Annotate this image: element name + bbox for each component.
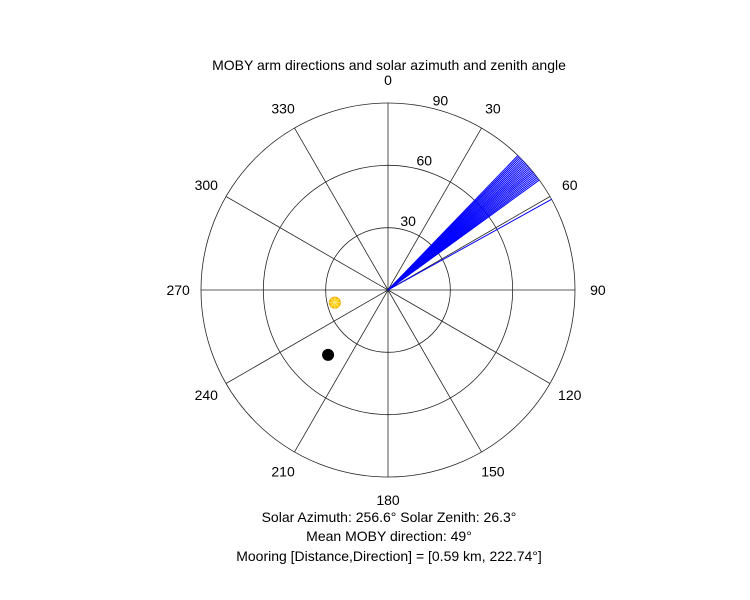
grid-spoke-60 xyxy=(387,196,551,291)
r-tick-label-30: 30 xyxy=(400,213,416,229)
theta-tick-label-120: 120 xyxy=(558,387,582,403)
grid-spoke-150 xyxy=(387,289,482,453)
reference-direction-line xyxy=(387,198,552,291)
mooring-info-text: Mooring [Distance,Direction] = [0.59 km,… xyxy=(236,548,542,564)
theta-tick-label-300: 300 xyxy=(195,177,219,193)
theta-tick-label-30: 30 xyxy=(485,100,501,116)
polar-grid xyxy=(200,102,576,478)
grid-spoke-120 xyxy=(387,289,551,384)
moby-direction-text: Mean MOBY direction: 49° xyxy=(306,528,472,544)
theta-tick-label-0: 0 xyxy=(384,72,392,88)
moby-arm-lines xyxy=(387,155,552,291)
r-tick-label-60: 60 xyxy=(416,153,432,169)
sun-marker-ray-5 xyxy=(330,298,336,303)
theta-tick-label-180: 180 xyxy=(376,492,400,508)
sun-marker-ray-7 xyxy=(334,298,340,303)
markers xyxy=(322,296,341,361)
theta-tick-label-270: 270 xyxy=(166,282,190,298)
grid-spoke-240 xyxy=(225,289,389,384)
theta-tick-label-210: 210 xyxy=(271,464,295,480)
grid-spoke-330 xyxy=(294,127,389,291)
theta-tick-label-330: 330 xyxy=(271,100,295,116)
theta-tick-label-240: 240 xyxy=(195,387,219,403)
sun-marker-ray-3 xyxy=(330,302,336,307)
theta-tick-label-90: 90 xyxy=(590,282,606,298)
mooring-marker xyxy=(322,348,335,361)
sun-marker-ray-1 xyxy=(334,302,340,307)
r-tick-label-90: 90 xyxy=(433,92,449,108)
theta-tick-label-60: 60 xyxy=(562,177,578,193)
grid-spoke-210 xyxy=(294,289,389,453)
grid-spoke-30 xyxy=(387,127,482,291)
sun-marker xyxy=(328,296,341,309)
theta-tick-label-150: 150 xyxy=(481,464,505,480)
moby-arm-line-20 xyxy=(387,179,540,291)
tick-labels: 0 30 60 90 120 150 180 210 240 270 300 330 30 60 90 xyxy=(166,72,605,508)
chart-title: MOBY arm directions and solar azimuth an… xyxy=(212,57,566,73)
grid-spoke-300 xyxy=(225,196,389,291)
solar-info-text: Solar Azimuth: 256.6° Solar Zenith: 26.3… xyxy=(261,509,517,525)
